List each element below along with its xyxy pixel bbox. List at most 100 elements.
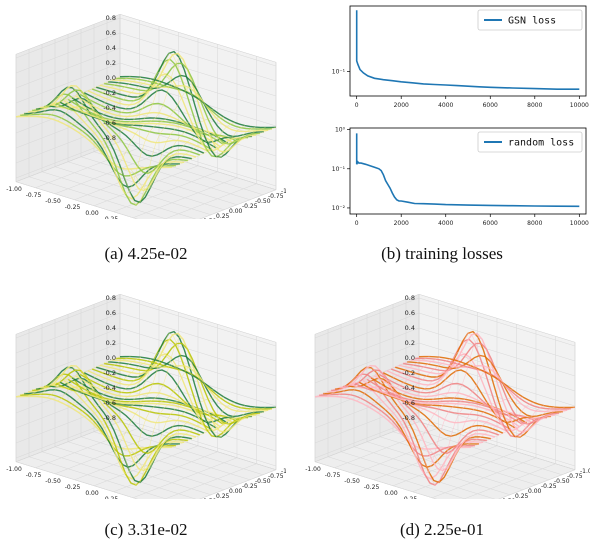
- grid-line: [113, 451, 218, 492]
- x-tick-label: -0.75: [26, 192, 42, 199]
- caption-a: (a) 4.25e-02: [104, 244, 188, 263]
- x-tick-label: -0.50: [344, 478, 360, 485]
- grid-line: [15, 32, 121, 74]
- legend-label: random loss: [508, 138, 574, 149]
- grid-line: [418, 342, 576, 392]
- surface-wire: [151, 406, 256, 448]
- x-tick-label: -0.25: [364, 484, 380, 491]
- surface-contour: [346, 377, 504, 437]
- z-tick-label: -0.4: [402, 384, 415, 392]
- grid-line: [119, 32, 277, 82]
- x-tick-label: 0.00: [85, 490, 99, 497]
- surface-contour: [115, 77, 273, 130]
- y-tick-label: 10⁰: [335, 127, 346, 134]
- surface-contour: [394, 330, 552, 439]
- surface-contour: [103, 342, 261, 425]
- x-tick-label: -1.00: [6, 466, 22, 473]
- surface-wire: [109, 366, 214, 475]
- y-tick-label: 0.25: [216, 493, 230, 499]
- surface-contour: [107, 74, 265, 138]
- z-tick-label: 0.4: [106, 324, 116, 332]
- x-tick-label: 0.25: [105, 496, 119, 499]
- caption-d: (d) 2.25e-01: [399, 520, 485, 539]
- grid-line: [15, 17, 121, 59]
- panel-b: 0 2000 4000 6000 8000 10000 10⁻¹ GSN loss 0 2000 4…: [306, 0, 595, 240]
- surface-contour: [111, 79, 269, 133]
- surface-wire: [171, 127, 277, 168]
- z-tick-label: 0.6: [405, 309, 415, 317]
- surface-wire: [78, 351, 183, 413]
- surface-contour: [59, 381, 217, 429]
- y-tick-label: 0.00: [229, 208, 243, 215]
- z-tick-label: -0.4: [103, 104, 116, 112]
- y-tick-label: -0.50: [255, 198, 271, 205]
- z-tick-label: 0.8: [405, 294, 415, 302]
- grid-line: [119, 297, 277, 347]
- z-tick-label: -0.2: [103, 89, 116, 97]
- grid-line: [113, 171, 218, 212]
- grid-line: [119, 342, 277, 392]
- surface-wire: [408, 366, 513, 475]
- x-tick-label: 0: [355, 102, 359, 109]
- y-tick-label: 10⁻²: [332, 205, 346, 212]
- surface-contour: [43, 89, 201, 175]
- surface-wire: [57, 361, 162, 402]
- x-tick-label: 0.00: [85, 210, 99, 217]
- y-tick-label: -0.50: [554, 478, 570, 485]
- grid-line: [15, 327, 121, 369]
- caption-c: (c) 3.31e-02: [104, 520, 188, 539]
- surface-contour: [410, 359, 568, 413]
- x-tick-label: -0.50: [45, 198, 61, 205]
- grid-line: [67, 161, 225, 210]
- z-tick-label: 0.6: [106, 29, 116, 37]
- z-tick-label: 0.2: [405, 339, 415, 347]
- surface-contour: [119, 75, 277, 129]
- surface-wire: [151, 126, 256, 168]
- z-tick-label: -0.6: [103, 119, 116, 127]
- z-tick-label: 0.0: [405, 354, 415, 362]
- surface-contour: [382, 369, 540, 424]
- grid-line: [353, 446, 511, 495]
- y-tick-label: -0.25: [242, 203, 258, 210]
- x-tick-label: -0.50: [45, 478, 61, 485]
- surface-wire: [67, 85, 173, 127]
- surface-plot-c: 0.8 0.6 0.4 0.2 0.0 -0.2 -0.4 -0.6 -0.8 -1.00 -0.7…: [6, 293, 297, 521]
- z-tick-label: -0.4: [103, 384, 116, 392]
- grid-line: [314, 402, 420, 444]
- surface-wire: [377, 351, 482, 413]
- loss-line: [355, 133, 580, 208]
- z-tick-label: 0.0: [106, 74, 116, 82]
- surface-contour: [99, 52, 257, 153]
- y-tick-label: 0.50: [203, 218, 217, 219]
- y-tick-label: -0.75: [268, 473, 284, 480]
- x-tick-label: 8000: [527, 220, 542, 227]
- x-tick-label: 10000: [570, 220, 589, 227]
- grid-line: [340, 451, 498, 500]
- surface-contour: [99, 332, 257, 433]
- surface-contour: [83, 369, 241, 424]
- loss-charts: 0 2000 4000 6000 8000 10000 10⁻¹ GSN loss 0 2000 4…: [332, 5, 589, 227]
- z-tick-label: 0.4: [405, 324, 415, 332]
- z-tick-label: -0.8: [103, 414, 116, 422]
- surface-wire: [460, 407, 565, 448]
- x-tick-label: 8000: [527, 102, 542, 109]
- surface-wire: [450, 406, 555, 448]
- surface-wire: [130, 122, 235, 192]
- x-tick-label: 2000: [394, 102, 409, 109]
- x-tick-label: 10000: [570, 102, 589, 109]
- grid-line: [314, 327, 420, 369]
- y-tick-label: -0.25: [242, 483, 258, 490]
- z-tick-label: 0.8: [106, 294, 116, 302]
- grid-line: [132, 457, 238, 498]
- y-tick-label: -0.75: [268, 193, 284, 200]
- x-tick-label: 4000: [438, 102, 453, 109]
- surface-contour: [398, 332, 556, 433]
- surface-contour: [95, 50, 253, 159]
- surface-contour: [47, 97, 205, 157]
- x-tick-label: 0.25: [404, 496, 418, 499]
- grid-line: [67, 441, 225, 490]
- grid-line: [15, 92, 121, 134]
- surface-contour: [350, 383, 508, 433]
- surface-wire: [99, 57, 204, 166]
- surface-wire: [15, 76, 121, 117]
